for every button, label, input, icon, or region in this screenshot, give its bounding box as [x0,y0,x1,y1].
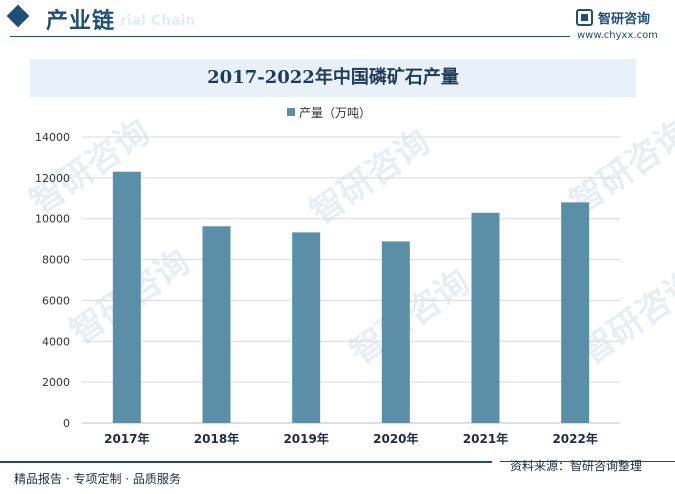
y-tick-label: 14000 [35,131,70,144]
header-watermark: rial Chain [120,13,196,29]
chart-legend: 产量（万吨） [287,104,371,120]
brand-logo: 智研咨询 www.chyxx.com [576,6,672,42]
chart-title: 2017-2022年中国磷矿石产量 [207,67,459,88]
section-title: 产业链 [46,9,116,34]
legend-swatch [287,108,295,116]
bar [471,212,500,423]
chart-title-band: 2017-2022年中国磷矿石产量 [30,59,636,97]
x-tick-label: 2020年 [373,431,418,446]
bar-chart: 0 2000 4000 6000 8000 10000 12000 14000 2017年 201… [35,131,620,446]
y-tick-label: 4000 [42,335,70,348]
bar [381,241,410,423]
brand-name: 智研咨询 [598,12,651,27]
x-tick-label: 2018年 [194,431,239,446]
y-tick-label: 6000 [42,294,70,307]
bar [292,232,321,423]
y-tick-label: 8000 [42,254,70,267]
header-divider [10,36,570,37]
footer-source: 资料来源：智研咨询整理 [510,459,643,473]
x-tick-label: 2021年 [463,431,508,446]
x-tick-label: 2019年 [283,431,328,446]
bar [112,171,141,423]
footer-divider [0,461,492,463]
logo-icon [576,9,593,26]
x-tick-label: 2017年 [104,431,149,446]
page-header: 产业链 rial Chain 智研咨询 www.chyxx.com [0,0,675,46]
legend-label: 产量（万吨） [299,106,372,120]
y-tick-label: 12000 [35,172,70,185]
x-tick-label: 2022年 [552,431,597,446]
brand-url: www.chyxx.com [577,30,658,41]
y-tick-label: 0 [63,417,70,430]
footer-divider-right [500,461,675,462]
bar [202,226,231,423]
footer-tagline: 精品报告 · 专项定制 · 品质服务 [14,472,181,486]
bar [561,202,590,423]
y-tick-label: 10000 [35,213,70,226]
y-tick-label: 2000 [42,376,70,389]
